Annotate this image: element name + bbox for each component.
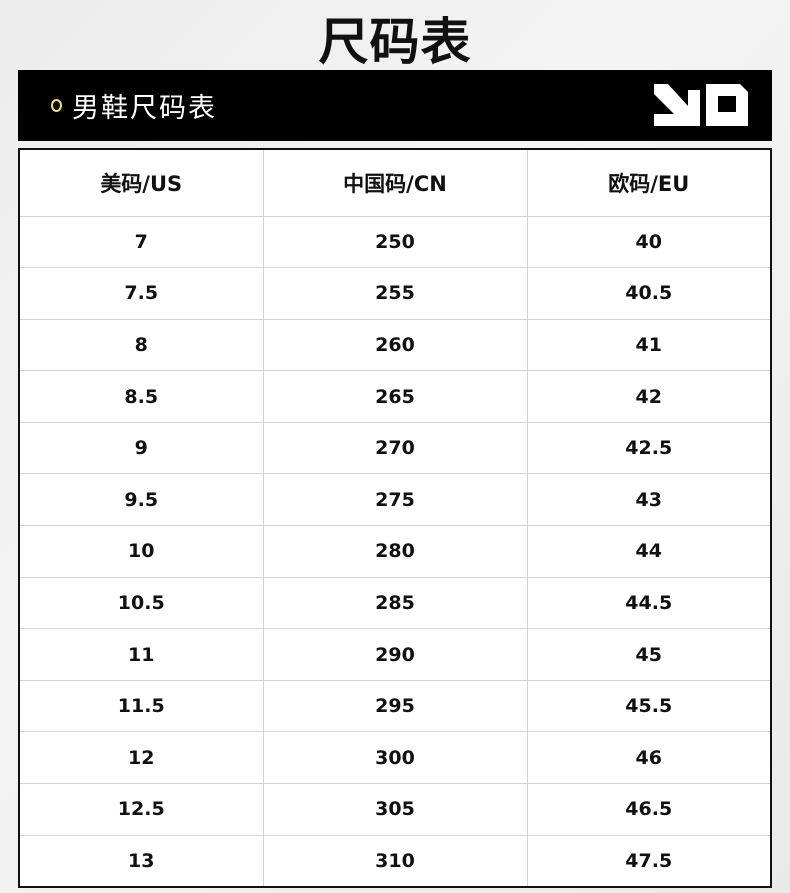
table-row: 10.5 285 44.5 — [18, 576, 772, 630]
cell-eu: 44 — [526, 525, 772, 578]
cell-us: 7.5 — [18, 267, 264, 320]
cell-eu: 45 — [526, 628, 772, 681]
cell-cn: 260 — [262, 318, 528, 372]
cell-cn: 300 — [262, 731, 528, 785]
cell-cn: 280 — [262, 525, 528, 578]
table-row: 8 260 41 — [18, 318, 772, 372]
cell-us: 12 — [18, 731, 264, 785]
brand-logo — [654, 84, 748, 126]
table-row: 9.5 275 43 — [18, 473, 772, 527]
cell-us: 8.5 — [18, 370, 264, 423]
table-row: 13 310 47.5 — [18, 834, 772, 888]
cell-cn: 265 — [262, 370, 528, 423]
cell-eu: 46.5 — [526, 783, 772, 836]
cell-eu: 42 — [526, 370, 772, 423]
cell-us: 13 — [18, 834, 264, 888]
cell-us: 9 — [18, 421, 264, 475]
cell-us: 8 — [18, 318, 264, 372]
cell-eu: 41 — [526, 318, 772, 372]
cell-cn: 295 — [262, 679, 528, 733]
cell-us: 10.5 — [18, 576, 264, 630]
cell-us: 9.5 — [18, 473, 264, 527]
cell-cn: 310 — [262, 834, 528, 888]
cell-eu: 40 — [526, 215, 772, 269]
table-row: 10 280 44 — [18, 525, 772, 578]
cell-eu: 44.5 — [526, 576, 772, 630]
cell-cn: 255 — [262, 267, 528, 320]
cell-us: 12.5 — [18, 783, 264, 836]
cell-cn: 305 — [262, 783, 528, 836]
cell-cn: 290 — [262, 628, 528, 681]
cell-us: 10 — [18, 525, 264, 578]
cell-cn: 270 — [262, 421, 528, 475]
table-header-row: 美码/US 中国码/CN 欧码/EU — [18, 148, 772, 217]
table-row: 12.5 305 46.5 — [18, 783, 772, 836]
header-us: 美码/US — [18, 148, 264, 217]
table-row: 7.5 255 40.5 — [18, 267, 772, 320]
header-eu: 欧码/EU — [526, 148, 772, 217]
size-table: 美码/US 中国码/CN 欧码/EU 7 250 40 7.5 255 40.5 8 260 4… — [18, 148, 772, 888]
cell-eu: 45.5 — [526, 679, 772, 733]
table-row: 11 290 45 — [18, 628, 772, 681]
cell-eu: 43 — [526, 473, 772, 527]
cell-us: 7 — [18, 215, 264, 269]
circle-bullet-icon — [51, 99, 62, 112]
cell-eu: 40.5 — [526, 267, 772, 320]
cell-eu: 47.5 — [526, 834, 772, 888]
table-row: 11.5 295 45.5 — [18, 679, 772, 733]
header-cn: 中国码/CN — [262, 148, 528, 217]
cell-us: 11 — [18, 628, 264, 681]
table-row: 8.5 265 42 — [18, 370, 772, 423]
cell-cn: 275 — [262, 473, 528, 527]
cell-cn: 285 — [262, 576, 528, 630]
cell-eu: 42.5 — [526, 421, 772, 475]
section-subtitle: 男鞋尺码表 — [72, 93, 217, 124]
table-row: 7 250 40 — [18, 215, 772, 269]
table-row: 12 300 46 — [18, 731, 772, 785]
cell-eu: 46 — [526, 731, 772, 785]
cell-cn: 250 — [262, 215, 528, 269]
cell-us: 11.5 — [18, 679, 264, 733]
table-row: 9 270 42.5 — [18, 421, 772, 475]
section-banner: 男鞋尺码表 — [18, 70, 772, 141]
page-title: 尺码表 — [318, 13, 472, 71]
